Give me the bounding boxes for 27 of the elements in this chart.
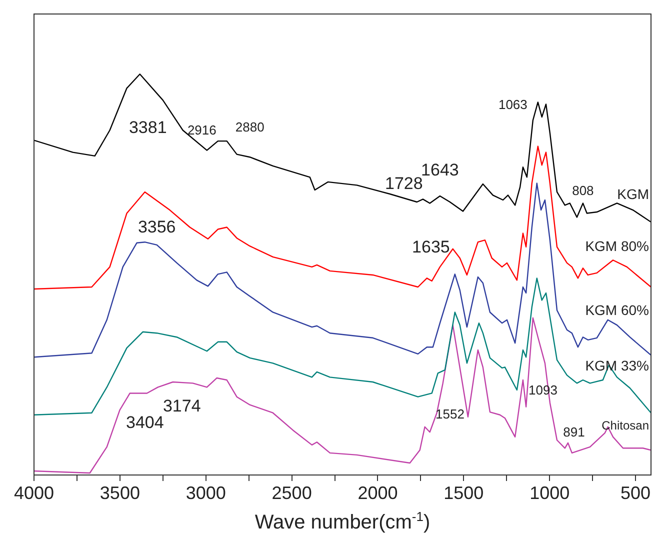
x-tick-label: 4000 — [14, 482, 54, 503]
series-label: KGM 33% — [585, 358, 649, 374]
annotation: 2916 — [187, 122, 216, 138]
annotation: 1635 — [412, 238, 450, 257]
annotation: 891 — [563, 424, 585, 440]
x-tick-label: 2000 — [358, 482, 398, 503]
annotation: 3381 — [128, 118, 167, 137]
annotation: 2880 — [235, 120, 264, 135]
x-tick-label: 500 — [620, 482, 651, 503]
annotation: 3356 — [138, 218, 176, 237]
annotation: 1552 — [436, 406, 464, 422]
x-tick-label: 2500 — [272, 482, 312, 503]
series-label: Chitosan — [602, 418, 649, 432]
annotation: 1063 — [498, 96, 528, 112]
x-axis-title: Wave number(cm$^{-1}$) — [254, 508, 432, 535]
x-tick-label: 1000 — [530, 482, 570, 503]
series-label: KGM 80% — [585, 238, 649, 254]
x-tick-label: 3000 — [186, 482, 226, 503]
annotation: 3174 — [162, 396, 201, 416]
annotation: 3404 — [126, 412, 164, 432]
series-label: KGM 60% — [585, 302, 649, 318]
x-tick-label: 1500 — [444, 482, 484, 503]
annotation: 1643 — [421, 160, 459, 180]
series-label: KGM — [617, 186, 649, 202]
annotation: 808 — [572, 182, 594, 198]
annotation: 1728 — [385, 174, 423, 193]
x-tick-label: 3500 — [100, 482, 140, 503]
